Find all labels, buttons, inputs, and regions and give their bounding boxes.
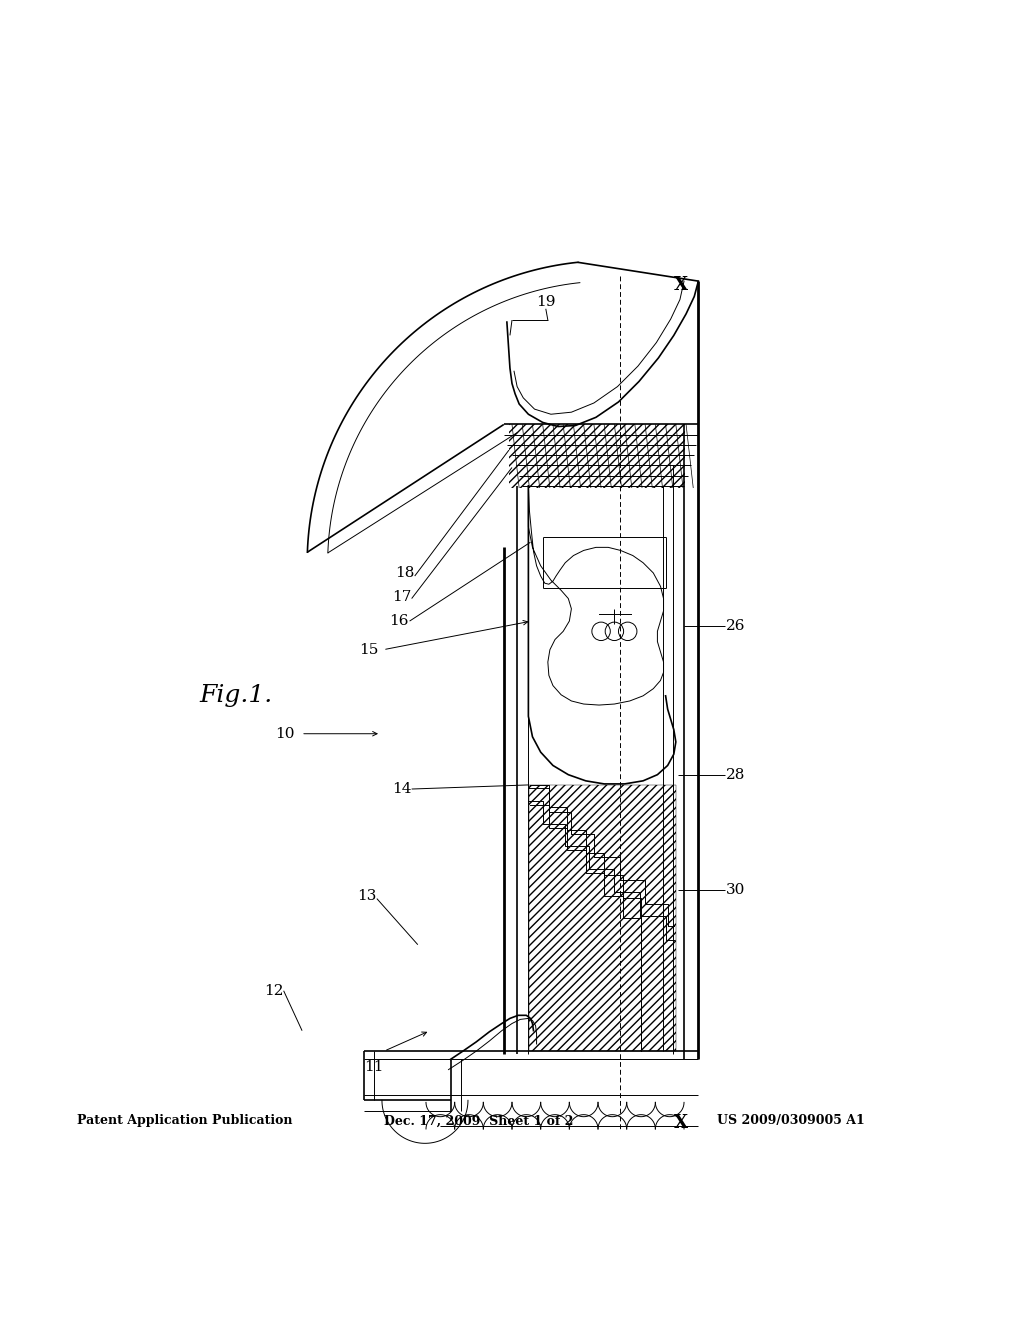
Text: 14: 14 (391, 781, 412, 796)
Text: 16: 16 (389, 614, 410, 628)
Text: 28: 28 (726, 768, 744, 781)
Text: 15: 15 (359, 643, 378, 657)
Text: 13: 13 (357, 888, 376, 903)
Text: 11: 11 (364, 1060, 384, 1073)
Text: 10: 10 (274, 727, 295, 741)
Text: 18: 18 (395, 566, 414, 579)
Text: Fig.1.: Fig.1. (200, 684, 273, 708)
Text: US 2009/0309005 A1: US 2009/0309005 A1 (717, 1114, 864, 1127)
Text: X: X (674, 1114, 688, 1131)
Text: 12: 12 (263, 983, 284, 998)
Text: X: X (674, 276, 688, 294)
Bar (509, 425, 685, 488)
Text: 26: 26 (725, 619, 745, 634)
Text: Patent Application Publication: Patent Application Publication (77, 1114, 292, 1127)
Text: 19: 19 (536, 294, 556, 309)
Text: 30: 30 (726, 883, 744, 898)
Text: Dec. 17, 2009  Sheet 1 of 2: Dec. 17, 2009 Sheet 1 of 2 (384, 1114, 573, 1127)
Text: 17: 17 (392, 590, 411, 603)
